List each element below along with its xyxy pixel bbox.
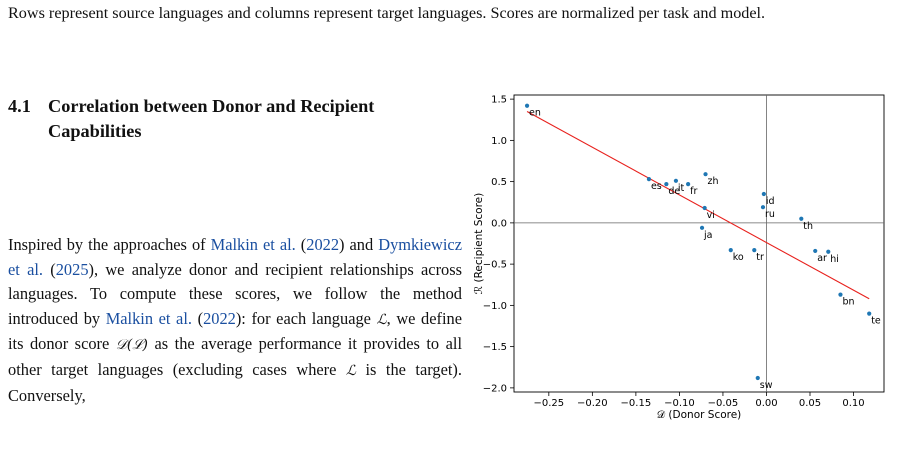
x-tick-label: 0.10 bbox=[842, 398, 864, 409]
y-tick-label: 1.5 bbox=[491, 95, 507, 106]
point-label-ko: ko bbox=[733, 252, 744, 263]
point-label-ar: ar bbox=[817, 253, 827, 264]
data-point-ar bbox=[813, 248, 818, 254]
y-axis-label: ℛ (Recipient Score) bbox=[473, 193, 485, 294]
x-axis-label: 𝒟 (Donor Score) bbox=[657, 409, 742, 421]
text-run: ), we analyze donor and recipient relati… bbox=[8, 259, 462, 328]
data-point-es bbox=[646, 177, 652, 182]
figure-caption-continuation: Rows represent source languages and colu… bbox=[8, 4, 766, 22]
y-tick-label: 0.0 bbox=[491, 218, 507, 229]
data-point-ja bbox=[699, 225, 705, 230]
y-tick-label: 0.5 bbox=[491, 177, 507, 188]
point-label-it: it bbox=[678, 183, 685, 194]
citation-year-link[interactable]: 2025 bbox=[55, 259, 89, 279]
point-label-de: de bbox=[668, 186, 680, 197]
point-label-id: id bbox=[766, 196, 775, 207]
y-tick-label: −1.5 bbox=[483, 342, 507, 353]
section-heading: 4.1 Correlation between Donor and Recipi… bbox=[8, 94, 468, 144]
x-tick-label: −0.25 bbox=[533, 398, 564, 409]
point-label-th: th bbox=[803, 221, 813, 232]
point-label-ru: ru bbox=[765, 209, 775, 220]
data-point-hi bbox=[826, 249, 831, 254]
scatter-plot-svg: −0.25 −0.20 −0.15 −0.10 −0.05 0.00 0.05 0.10 1.5… bbox=[473, 94, 885, 421]
citation-link[interactable]: Malkin et al. bbox=[210, 235, 296, 254]
text-run: ( bbox=[192, 308, 204, 328]
text-run: ( bbox=[295, 235, 307, 254]
text-run: ( bbox=[43, 259, 56, 279]
text-run: ): for each language bbox=[235, 308, 377, 328]
citation-year-link[interactable]: 2022 bbox=[306, 235, 340, 254]
y-tick-label: −2.0 bbox=[483, 383, 507, 394]
citation-link[interactable]: Malkin et al. bbox=[105, 308, 192, 328]
x-tick-label: −0.05 bbox=[708, 398, 739, 409]
data-point-tr bbox=[752, 248, 757, 253]
point-label-sw: sw bbox=[760, 380, 773, 391]
data-point-en bbox=[524, 103, 530, 108]
data-point-te bbox=[867, 311, 872, 316]
citation-year-link[interactable]: 2022 bbox=[203, 308, 236, 328]
point-label-vi: vi bbox=[707, 210, 715, 221]
data-point-bn bbox=[838, 292, 843, 297]
data-point-ko bbox=[728, 248, 733, 253]
section-title: Correlation between Donor and Recipient … bbox=[48, 96, 375, 141]
data-point-th bbox=[799, 216, 804, 221]
text-run: as the average performance it provides t… bbox=[8, 334, 462, 379]
x-tick-label: −0.20 bbox=[577, 398, 608, 409]
section-number: 4.1 bbox=[8, 96, 31, 116]
body-paragraph: Inspired by the approaches of Malkin et … bbox=[8, 233, 462, 408]
x-tick-label: 0.00 bbox=[755, 398, 777, 409]
math-expression: 𝒟(ℒ) bbox=[115, 337, 149, 354]
donor-recipient-scatter-chart: −0.25 −0.20 −0.15 −0.10 −0.05 0.00 0.05 0.10 1.5… bbox=[473, 90, 894, 426]
data-point-de bbox=[664, 182, 669, 187]
x-tick-label: −0.10 bbox=[664, 398, 695, 409]
point-label-es: es bbox=[651, 181, 662, 192]
citation-link[interactable]: Dymkiewicz et al. bbox=[8, 235, 462, 279]
point-label-te: te bbox=[871, 316, 881, 327]
data-point-it bbox=[673, 178, 679, 183]
point-label-ja: ja bbox=[703, 230, 712, 241]
y-tick-label: −1.0 bbox=[483, 301, 507, 312]
data-point-sw bbox=[755, 375, 760, 381]
plot-frame bbox=[513, 94, 885, 393]
x-tick-label: −0.15 bbox=[621, 398, 652, 409]
point-label-zh: zh bbox=[708, 176, 719, 187]
point-label-en: en bbox=[529, 108, 541, 119]
point-label-tr: tr bbox=[756, 252, 764, 263]
text-run: Inspired by the approaches of bbox=[8, 235, 211, 254]
data-point-ru bbox=[760, 205, 766, 210]
point-label-fr: fr bbox=[690, 186, 697, 197]
data-point-fr bbox=[686, 182, 691, 187]
point-label-bn: bn bbox=[842, 297, 854, 308]
text-run: ) and bbox=[339, 235, 379, 254]
regression-line bbox=[526, 111, 870, 300]
data-point-vi bbox=[702, 205, 707, 211]
x-tick-label: 0.05 bbox=[799, 398, 821, 409]
text-run: is the target). Conversely, bbox=[8, 359, 462, 405]
math-symbol: ℒ bbox=[345, 362, 356, 379]
text-run: , we define its donor score bbox=[8, 308, 462, 354]
data-point-zh bbox=[703, 172, 708, 177]
math-symbol: ℒ bbox=[376, 311, 387, 328]
y-tick-label: 1.0 bbox=[491, 136, 507, 147]
data-point-id bbox=[761, 191, 766, 197]
point-label-hi: hi bbox=[830, 254, 839, 265]
y-tick-label: −0.5 bbox=[483, 260, 507, 271]
